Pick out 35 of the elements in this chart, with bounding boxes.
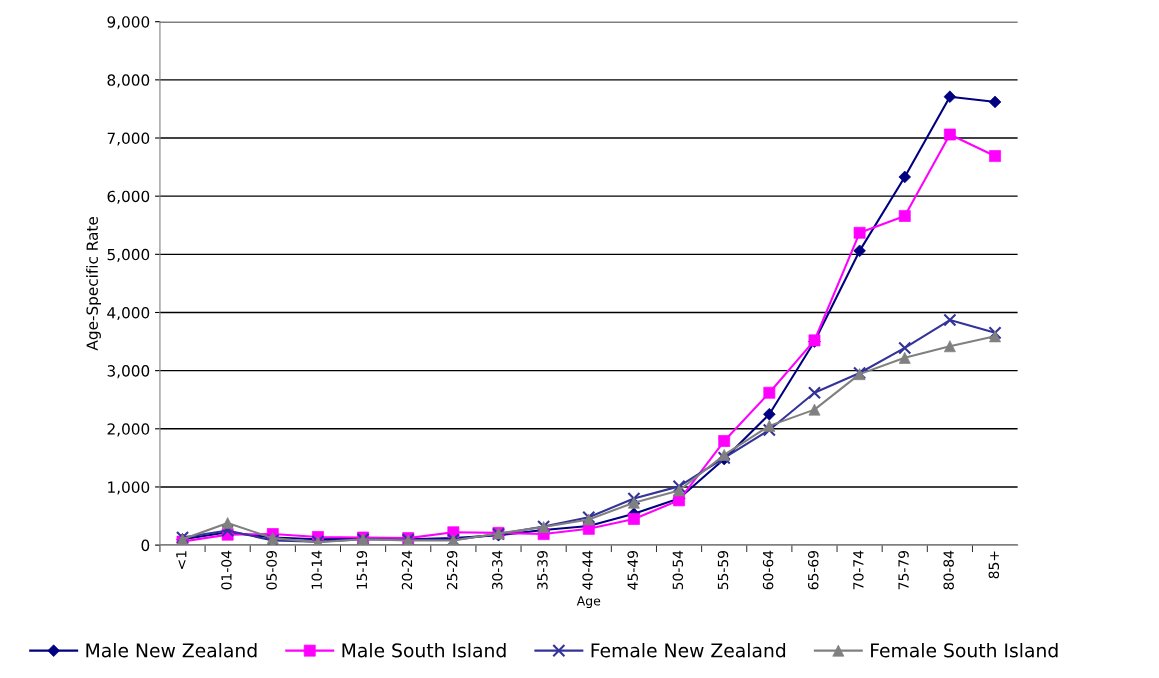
x-tick-label: 25-29 [446,550,458,590]
x-tick-label: 01-04 [221,550,232,590]
x-tick-label: 60-64 [762,550,774,590]
x-tick-label: <1 [176,551,187,569]
x-tick-label: 80-84 [943,550,954,590]
y-tick-label: 7,000 [107,132,150,146]
y-tick-label: 3,000 [107,365,150,379]
x-axis-title: Age [576,596,601,608]
y-tick-label: 0 [141,539,150,552]
y-tick-label: 8,000 [107,74,150,88]
y-tick-label: 1,000 [108,481,150,495]
legend-label: Male South Island [342,642,506,658]
legend-label: Male New Zealand [86,642,257,658]
x-tick-label: 85+ [988,551,1000,579]
x-tick-label: 05-09 [266,550,277,590]
x-tick-label: 40-44 [582,550,593,590]
x-tick-label: 35-39 [537,550,548,590]
x-tick-label: 20-24 [401,550,413,590]
x-tick-label: 50-54 [672,550,684,590]
x-tick-label: 65-69 [808,550,819,590]
y-tick-label: 4,000 [107,306,150,321]
legend-label: Female South Island [871,642,1058,658]
x-tick-label: 75-79 [898,550,909,590]
y-axis-title: Age-Specific Rate [86,217,101,351]
x-tick-label: 10-14 [311,550,322,589]
legend-label: Female New Zealand [591,642,786,658]
x-tick-label: 45-49 [627,550,638,590]
y-tick-label: 5,000 [107,248,150,262]
x-tick-label: 15-19 [356,550,368,589]
y-tick-label: 9,000 [107,16,150,30]
x-tick-label: 70-74 [853,550,864,590]
x-tick-label: 55-59 [717,550,729,590]
y-tick-label: 6,000 [107,190,150,204]
y-tick-label: 2,000 [107,423,150,437]
x-tick-label: 30-34 [492,550,503,590]
